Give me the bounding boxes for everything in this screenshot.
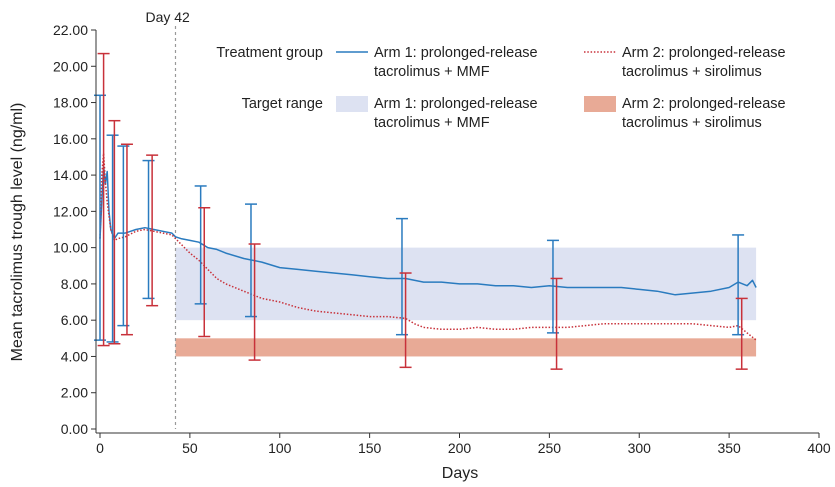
legend-arm1-line-label-1: Arm 1: prolonged-release [374,45,538,61]
error-bar-arm2 [120,143,133,336]
legend-arm2-range-swatch [584,96,616,112]
y-tick-label: 22.00 [53,22,88,38]
target-range-band-arm2 [175,338,757,357]
legend-arm1-line-label-2: tacrolimus + MMF [374,64,490,80]
x-tick-label: 400 [807,440,831,456]
x-tick-label: 50 [182,440,198,456]
error-bar-arm2 [735,297,748,370]
legend-arm2-range-label-1: Arm 2: prolonged-release [622,96,786,112]
y-tick-label: 12.00 [53,203,88,219]
legend-arm1-range-label-1: Arm 1: prolonged-release [374,96,538,112]
error-bar-arm2 [550,277,563,370]
x-tick-label: 0 [96,440,104,456]
legend: Treatment group Arm 1: prolonged-release… [216,45,785,131]
x-tick-label: 150 [358,440,382,456]
y-tick-label: 6.00 [61,312,88,328]
error-bar-arm2 [399,272,412,369]
error-bar-arm2 [248,243,261,361]
axes [95,30,819,434]
y-tick-label: 4.00 [61,348,88,364]
day-42-label: Day 42 [145,9,190,25]
series-lines [99,152,757,341]
x-axis-label: Days [442,465,478,482]
legend-arm2-line-label-1: Arm 2: prolonged-release [622,45,786,61]
legend-arm1-range-swatch [336,96,368,112]
y-tick-label: 18.00 [53,95,88,111]
target-range-bands [175,247,757,357]
x-tick-label: 200 [448,440,472,456]
y-tick-label: 20.00 [53,58,88,74]
ticks: 0.00 2.00 4.00 6.00 8.00 10.00 12.00 14.00 16.00… [53,22,831,456]
y-tick-label: 0.00 [61,421,88,437]
error-bar-arm2 [198,206,211,338]
legend-arm1-range-label-2: tacrolimus + MMF [374,115,490,131]
x-tick-label: 300 [628,440,652,456]
legend-target-title: Target range [242,96,323,112]
series-line-arm2 [99,152,757,341]
legend-treatment-title: Treatment group [216,45,323,61]
y-axis-label: Mean tacrolimus trough level (ng/ml) [9,103,26,362]
x-tick-label: 250 [538,440,562,456]
error-bar-arm2 [97,52,110,347]
legend-arm2-range-label-2: tacrolimus + sirolimus [622,115,762,131]
legend-arm2-line-label-2: tacrolimus + sirolimus [622,64,762,80]
error-bar-arm1 [106,134,119,343]
y-tick-label: 2.00 [61,385,88,401]
error-bar-arm2 [146,154,159,307]
x-tick-label: 100 [268,440,292,456]
series-line-arm1 [99,165,757,296]
y-tick-label: 8.00 [61,276,88,292]
y-tick-label: 14.00 [53,167,88,183]
x-tick-label: 350 [717,440,741,456]
y-tick-label: 16.00 [53,131,88,147]
y-tick-label: 10.00 [53,240,88,256]
error-bar-arm2 [108,119,121,345]
error-bars [94,52,748,370]
